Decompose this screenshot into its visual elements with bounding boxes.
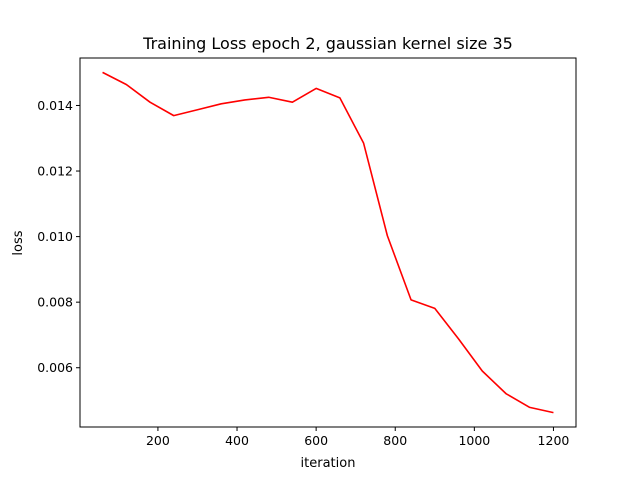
x-tick-label: 1200 <box>538 433 570 448</box>
plot-area: 200 400 600 800 1000 1200 0.006 0.008 0.010 0.012… <box>37 71 570 448</box>
x-tick-label: 1000 <box>458 433 490 448</box>
axes-frame <box>79 57 577 428</box>
x-axis-label: iteration <box>301 456 356 471</box>
x-tick-label: 400 <box>225 433 249 448</box>
x-tick-label: 800 <box>383 433 407 448</box>
y-tick-label: 0.010 <box>37 229 73 244</box>
y-axis-label: loss <box>11 230 26 255</box>
y-tick-label: 0.006 <box>37 360 73 375</box>
y-tick-label: 0.014 <box>37 98 73 113</box>
x-tick-label: 200 <box>146 433 170 448</box>
loss-series-line <box>102 71 554 414</box>
y-tick-label: 0.012 <box>37 164 73 179</box>
y-tick-label: 0.008 <box>37 295 73 310</box>
x-tick-label: 600 <box>304 433 328 448</box>
chart-title: Training Loss epoch 2, gaussian kernel s… <box>142 34 513 53</box>
